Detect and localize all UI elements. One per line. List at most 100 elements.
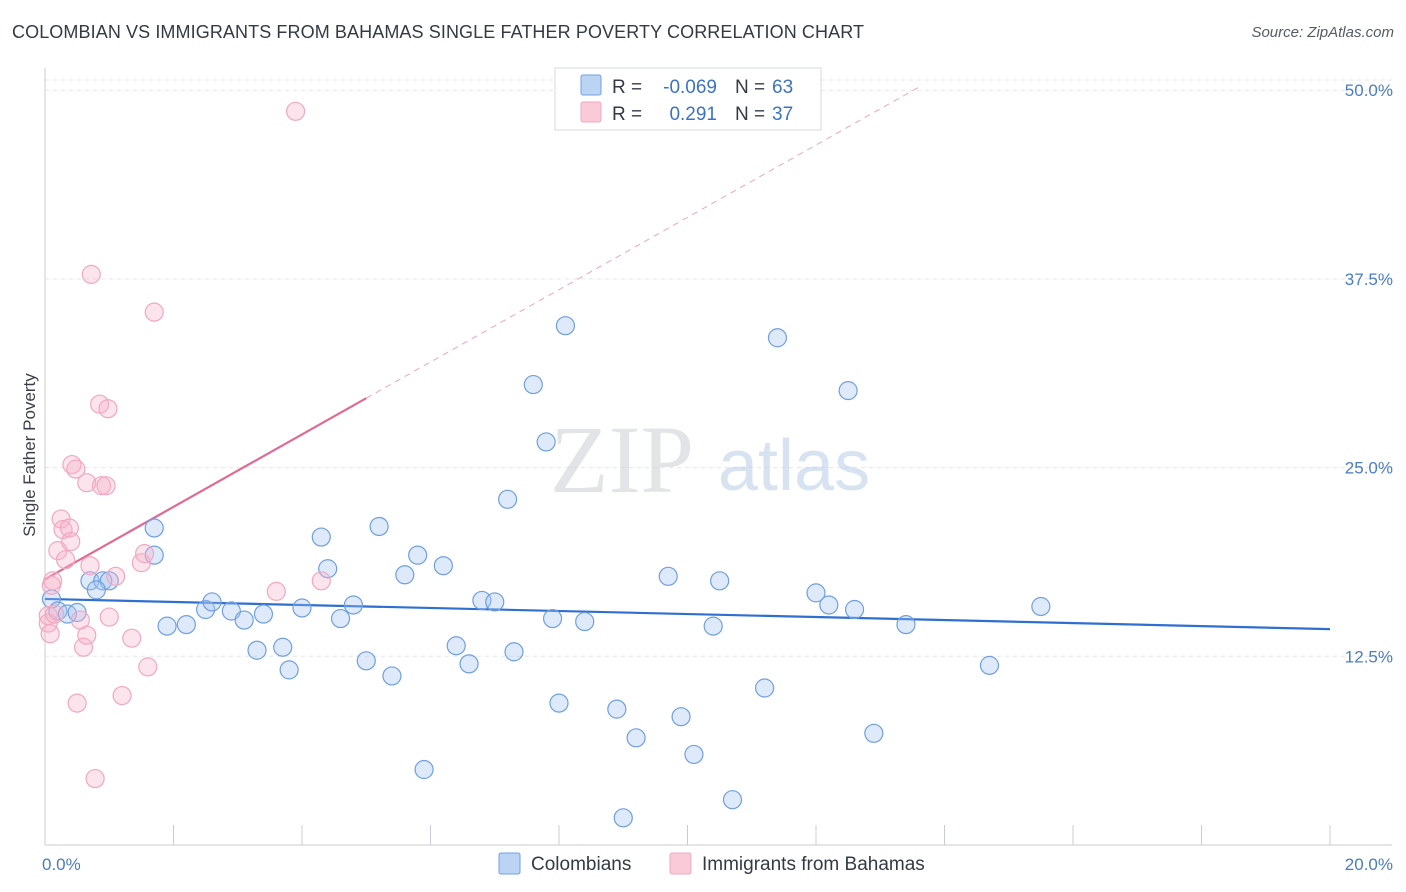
point-colombians	[767, 328, 788, 348]
watermark-zip: ZIP	[550, 406, 694, 513]
axes-layer: 12.5% 25.0% 37.5% 50.0% 0.0% 20.0%	[42, 68, 1393, 874]
point-colombians	[671, 707, 691, 727]
point-colombians	[710, 571, 730, 591]
trend-line-colombians	[44, 597, 1331, 631]
point-bahamas	[91, 476, 112, 496]
trend-layer	[44, 86, 1331, 631]
point-bahamas	[285, 101, 306, 121]
point-colombians	[356, 651, 376, 671]
point-colombians	[144, 518, 164, 538]
point-bahamas	[77, 625, 97, 645]
point-colombians	[684, 744, 704, 765]
point-colombians	[504, 642, 524, 662]
point-colombians	[395, 565, 415, 585]
point-colombians	[613, 808, 633, 828]
point-colombians	[896, 614, 916, 635]
y-tick-label: 12.5%	[1345, 647, 1393, 666]
point-colombians	[838, 381, 858, 401]
points-layer	[38, 101, 1051, 828]
chart-source: Source: ZipAtlas.com	[1251, 24, 1394, 41]
point-colombians	[273, 637, 293, 657]
point-bahamas	[80, 556, 100, 576]
point-colombians	[253, 604, 274, 624]
point-colombians	[658, 566, 678, 586]
point-colombians	[549, 693, 569, 713]
point-colombians	[555, 316, 576, 336]
point-colombians	[754, 678, 775, 698]
point-colombians	[626, 728, 646, 748]
stats-legend: R = -0.069 N = 63 R = 0.291 N = 37	[554, 67, 822, 131]
point-colombians	[607, 699, 627, 719]
point-bahamas	[144, 302, 164, 322]
point-colombians	[318, 559, 338, 579]
point-bahamas	[43, 571, 63, 591]
point-colombians	[196, 599, 216, 620]
point-colombians	[575, 611, 595, 632]
point-colombians	[176, 614, 196, 635]
series-legend-bahamas: Immigrants from Bahamas	[702, 854, 925, 875]
watermark-atlas: atlas	[718, 426, 870, 506]
point-colombians	[414, 759, 434, 780]
point-colombians	[485, 592, 505, 612]
point-bahamas	[73, 637, 94, 657]
point-colombians	[86, 580, 107, 600]
legend-r-label-2: R =	[612, 104, 642, 125]
point-colombians	[234, 610, 254, 630]
y-axis-label: Single Father Poverty	[20, 373, 39, 537]
point-colombians	[498, 489, 518, 509]
point-colombians	[157, 616, 177, 636]
point-colombians	[330, 608, 351, 629]
point-colombians	[844, 599, 865, 620]
point-colombians	[408, 545, 428, 565]
y-tick-label: 37.5%	[1345, 270, 1393, 289]
point-bahamas	[122, 628, 142, 648]
point-bahamas	[99, 607, 119, 627]
legend-n-value-1: 63	[772, 77, 793, 98]
legend-r-value-1: -0.069	[663, 77, 717, 98]
x-tick-label: 20.0%	[1345, 855, 1393, 874]
point-colombians	[433, 556, 453, 576]
trend-line-bahamas	[44, 397, 367, 581]
point-colombians	[542, 608, 563, 629]
point-bahamas	[81, 264, 101, 284]
point-colombians	[343, 595, 363, 615]
legend-n-label-1: N =	[735, 77, 765, 98]
series-legend-swatch-bahamas	[669, 852, 692, 875]
point-bahamas	[311, 571, 331, 591]
point-bahamas	[98, 399, 118, 419]
series-legend-swatch-colombians	[498, 852, 521, 875]
point-bahamas	[266, 581, 286, 601]
series-legend: Colombians Immigrants from Bahamas	[498, 852, 925, 875]
point-bahamas	[134, 544, 155, 564]
point-bahamas	[67, 693, 87, 713]
point-bahamas	[55, 550, 76, 570]
point-colombians	[279, 660, 299, 680]
point-bahamas	[138, 657, 158, 677]
point-bahamas	[61, 531, 81, 552]
point-colombians	[703, 616, 723, 636]
point-colombians	[819, 595, 839, 615]
grid-layer	[45, 79, 1392, 657]
point-colombians	[446, 636, 466, 656]
point-bahamas	[85, 768, 105, 789]
point-colombians	[292, 598, 312, 618]
point-bahamas	[53, 519, 73, 540]
trend-line-extension	[366, 86, 920, 399]
point-bahamas	[106, 566, 126, 586]
point-bahamas	[40, 624, 60, 644]
point-colombians	[311, 527, 331, 547]
legend-swatch-bahamas	[580, 101, 602, 123]
x-tick-label: 0.0%	[42, 855, 81, 874]
y-tick-label: 50.0%	[1345, 81, 1393, 100]
point-colombians	[523, 374, 543, 395]
legend-n-label-2: N =	[735, 104, 765, 125]
point-colombians	[202, 592, 222, 612]
series-legend-colombians: Colombians	[531, 854, 631, 875]
point-bahamas	[96, 476, 116, 496]
point-colombians	[459, 654, 479, 674]
point-bahamas	[77, 473, 97, 493]
point-colombians	[806, 583, 826, 603]
y-tick-label: 25.0%	[1345, 459, 1393, 478]
chart-title: COLOMBIAN VS IMMIGRANTS FROM BAHAMAS SIN…	[12, 22, 865, 42]
